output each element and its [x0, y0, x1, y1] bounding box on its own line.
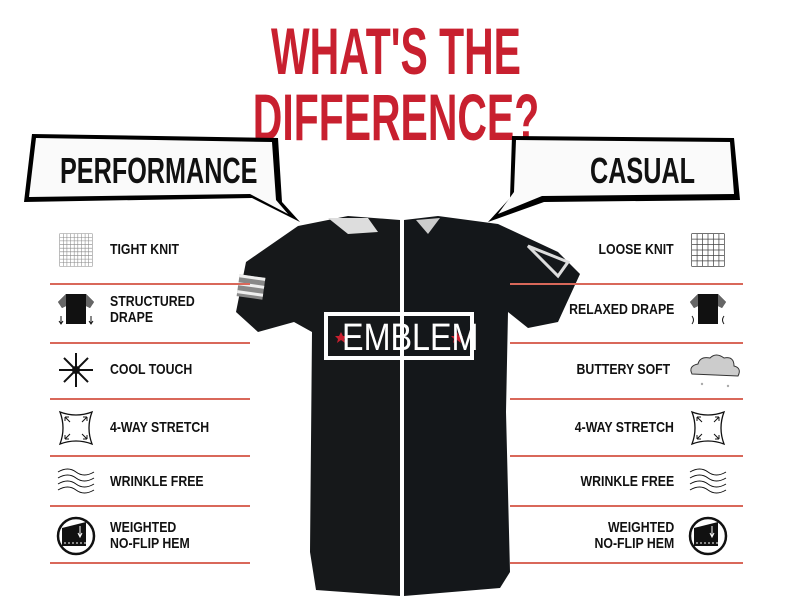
snowflake-icon	[56, 350, 96, 390]
feature-label: WEIGHTED NO-FLIP HEM	[594, 520, 674, 552]
weighted-hem-icon	[688, 516, 728, 556]
feature-label-line: STRUCTURED	[110, 293, 195, 310]
page-title: WHAT'S THE DIFFERENCE?	[0, 18, 792, 150]
feature-label: STRUCTURED DRAPE	[110, 294, 195, 326]
casual-speech-bubble	[488, 136, 740, 222]
feature-label: WRINKLE FREE	[110, 474, 204, 490]
wrinkle-free-waves-icon	[688, 462, 728, 502]
row-separator	[510, 342, 743, 344]
feature-label-line: 4-WAY STRETCH	[110, 419, 210, 436]
feature-row: BUTTERY SOFT	[556, 350, 744, 390]
feature-label: 4-WAY STRETCH	[110, 420, 209, 436]
row-separator	[50, 455, 250, 457]
row-separator	[510, 562, 743, 564]
row-separator	[50, 505, 250, 507]
feature-label-line: RELAXED DRAPE	[568, 301, 674, 318]
weighted-hem-icon	[56, 516, 96, 556]
performance-speech-bubble	[24, 134, 300, 222]
cloud-icon	[684, 350, 744, 390]
feature-row: 4-WAY STRETCH	[553, 408, 728, 448]
wrinkle-free-waves-icon	[56, 462, 96, 502]
feature-label: COOL TOUCH	[110, 362, 192, 378]
feature-label-line: BUTTERY SOFT	[576, 361, 670, 378]
feature-row: WEIGHTED NO-FLIP HEM	[56, 516, 207, 556]
shirt-image	[236, 216, 580, 596]
feature-label: WEIGHTED NO-FLIP HEM	[110, 520, 190, 552]
feature-label-line: NO-FLIP HEM	[594, 535, 674, 552]
loose-knit-grid-icon	[688, 230, 728, 270]
feature-label: RELAXED DRAPE	[569, 302, 674, 318]
flag-patch	[236, 274, 266, 300]
feature-label: BUTTERY SOFT	[576, 362, 670, 378]
feature-label-line: COOL TOUCH	[110, 361, 193, 378]
shirt-logo: EMBLEM	[342, 317, 479, 359]
row-separator	[510, 455, 743, 457]
row-separator	[510, 283, 743, 285]
feature-row: COOL TOUCH	[56, 350, 210, 390]
row-separator	[50, 342, 250, 344]
row-separator	[50, 562, 250, 564]
feature-label-line: WRINKLE FREE	[580, 473, 674, 490]
feature-row: LOOSE KNIT	[582, 230, 728, 270]
feature-label-line: TIGHT KNIT	[110, 241, 180, 258]
feature-label: WRINKLE FREE	[580, 474, 674, 490]
feature-row: WRINKLE FREE	[560, 462, 728, 502]
feature-label-line: WEIGHTED	[607, 519, 674, 536]
four-way-stretch-icon	[688, 408, 728, 448]
four-way-stretch-icon	[56, 408, 96, 448]
structured-drape-shirt-icon	[56, 290, 96, 330]
tight-knit-grid-icon	[56, 230, 96, 270]
feature-label-line: LOOSE KNIT	[598, 241, 674, 258]
row-separator	[510, 505, 743, 507]
feature-label: 4-WAY STRETCH	[575, 420, 674, 436]
relaxed-drape-shirt-icon	[688, 290, 728, 330]
feature-row: RELAXED DRAPE	[546, 290, 728, 330]
performance-label: PERFORMANCE	[60, 150, 258, 191]
feature-row: STRUCTURED DRAPE	[56, 290, 213, 330]
feature-label: LOOSE KNIT	[599, 242, 674, 258]
feature-row: 4-WAY STRETCH	[56, 408, 231, 448]
title-text: WHAT'S THE DIFFERENCE?	[252, 14, 540, 154]
feature-label-line: WRINKLE FREE	[110, 473, 204, 490]
feature-label-line: DRAPE	[110, 309, 154, 326]
feature-label-line: NO-FLIP HEM	[110, 535, 190, 552]
row-separator	[50, 283, 250, 285]
feature-row: WRINKLE FREE	[56, 462, 224, 502]
feature-row: TIGHT KNIT	[56, 230, 194, 270]
feature-label-line: 4-WAY STRETCH	[574, 419, 674, 436]
row-separator	[50, 398, 250, 400]
feature-label: TIGHT KNIT	[110, 242, 179, 258]
row-separator	[510, 398, 743, 400]
feature-label-line: WEIGHTED	[110, 519, 177, 536]
casual-label: CASUAL	[590, 150, 695, 191]
feature-row: WEIGHTED NO-FLIP HEM	[577, 516, 728, 556]
